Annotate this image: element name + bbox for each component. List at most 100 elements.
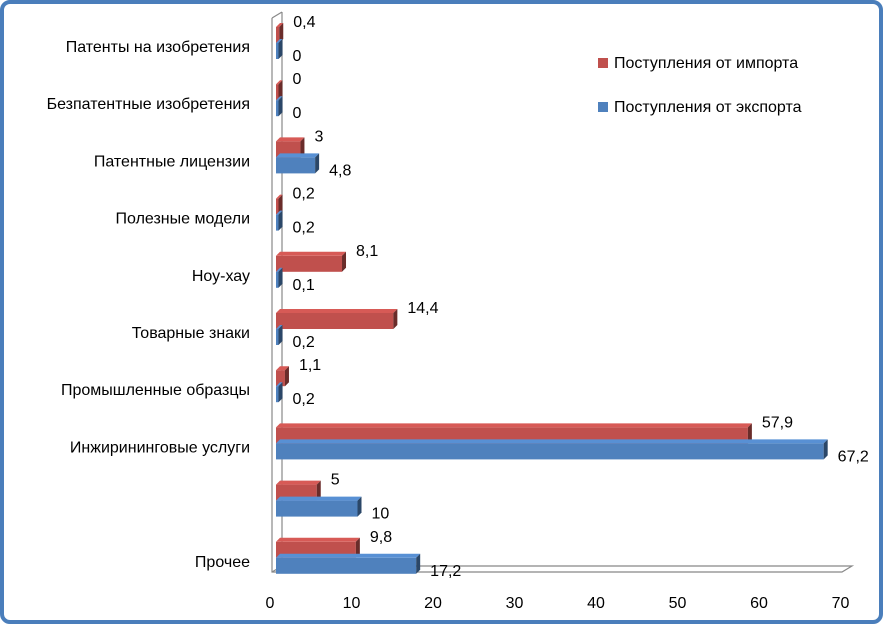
export-bar	[276, 439, 828, 460]
legend-label-export: Поступления от экспорта	[614, 99, 802, 116]
export-bar	[276, 39, 283, 59]
category-label: Безпатентные изобретения	[47, 96, 250, 113]
bar-top-face	[276, 423, 752, 428]
import-value-label: 8,1	[356, 243, 378, 260]
export-value-label: 0,1	[293, 277, 315, 294]
bar-top-face	[276, 382, 283, 387]
x-axis-ticks: 0 10 20 30 40 50 60 70	[266, 595, 850, 612]
category-label: Полезные модели	[116, 211, 250, 228]
axis-corner-top	[271, 11, 283, 19]
bar-top-face	[276, 80, 283, 85]
bar-side-face	[278, 210, 283, 231]
import-value-label: 0,2	[293, 186, 315, 203]
import-value-label: 9,8	[370, 529, 392, 546]
x-tick-label: 0	[266, 595, 275, 612]
import-value-label: 5	[331, 472, 340, 489]
export-value-label: 67,2	[838, 448, 869, 465]
export-value-label: 17,2	[430, 563, 461, 580]
legend-swatch-export	[598, 102, 608, 112]
bar-top-face	[276, 537, 360, 542]
import-bar	[276, 23, 284, 43]
bar-top-face	[276, 23, 284, 27]
export-value-label: 10	[372, 506, 390, 523]
bar-side-face	[315, 153, 320, 174]
bar-side-face	[279, 23, 284, 43]
bar-side-face	[300, 137, 305, 158]
x-tick-label: 60	[750, 595, 768, 612]
category-label: Ноу-хау	[192, 268, 250, 285]
bar-side-face	[342, 251, 347, 272]
bar-top-face	[276, 194, 283, 199]
import-value-label: 1,1	[299, 357, 321, 374]
category-label: Патенты на изобретения	[66, 39, 250, 56]
bar-top-face	[276, 251, 347, 256]
bar-top-face	[276, 496, 362, 501]
bar-top-face	[276, 210, 283, 215]
bar-front-face	[276, 386, 279, 403]
export-bar	[276, 96, 283, 117]
export-value-label: 0	[293, 48, 302, 65]
import-value-label: 14,4	[407, 300, 438, 317]
bar-top-face	[276, 309, 398, 313]
bar-side-face	[747, 423, 752, 444]
x-tick-label: 30	[506, 595, 524, 612]
bar-side-face	[278, 80, 283, 101]
legend-label-import: Поступления от импорта	[614, 55, 798, 72]
bar-front-face	[276, 329, 279, 345]
axes	[271, 11, 855, 573]
import-bar	[276, 80, 283, 101]
bar-front-face	[276, 557, 417, 574]
bar-front-face	[276, 443, 824, 460]
legend-swatch-import	[598, 58, 608, 68]
bar-front-face	[276, 271, 279, 288]
export-value-label: 4,8	[329, 162, 351, 179]
category-label: Прочее	[195, 554, 250, 571]
export-bar	[276, 553, 421, 574]
bars	[276, 23, 828, 574]
category-label: Патентные лицензии	[94, 153, 250, 170]
bar-front-face	[276, 84, 279, 101]
x-tick-label: 20	[424, 595, 442, 612]
import-value-label: 0,4	[293, 14, 315, 31]
bar-top-face	[276, 153, 320, 158]
bar-side-face	[355, 537, 360, 558]
import-value-label: 3	[314, 128, 323, 145]
bar-side-face	[823, 439, 828, 460]
bar-top-face	[276, 553, 421, 558]
bar-side-face	[316, 480, 321, 501]
category-label: Товарные знаки	[132, 325, 250, 342]
bar-top-face	[276, 96, 283, 101]
bar-top-face	[276, 366, 289, 371]
bar-side-face	[284, 366, 289, 387]
export-value-label: 0,2	[293, 334, 315, 351]
bar-side-face	[278, 194, 283, 215]
bar-front-face	[276, 157, 316, 174]
bar-side-face	[416, 553, 421, 574]
export-bar	[276, 382, 283, 403]
export-bar	[276, 267, 283, 288]
x-tick-label: 70	[832, 595, 850, 612]
export-bar	[276, 210, 283, 231]
bar-front-face	[276, 214, 279, 231]
x-tick-label: 10	[343, 595, 361, 612]
export-bar	[276, 153, 320, 174]
bar-side-face	[278, 96, 283, 117]
import-bar	[276, 194, 283, 215]
category-label: Промышленные образцы	[61, 382, 250, 399]
export-value-label: 0,2	[293, 391, 315, 408]
bar-front-face	[276, 100, 279, 117]
import-value-label: 0	[293, 71, 302, 88]
import-bar	[276, 309, 398, 329]
export-bar	[276, 496, 362, 517]
bar-front-face	[276, 43, 279, 59]
import-value-label: 57,9	[762, 414, 793, 431]
bar-top-face	[276, 137, 305, 142]
labels: Патенты на изобретения 0,4 0 Безпатентные и…	[47, 14, 869, 580]
bar-top-face	[276, 439, 828, 444]
bar-side-face	[357, 496, 362, 517]
bar-top-face	[276, 325, 283, 329]
bar-side-face	[393, 309, 398, 329]
bar-side-face	[278, 267, 283, 288]
